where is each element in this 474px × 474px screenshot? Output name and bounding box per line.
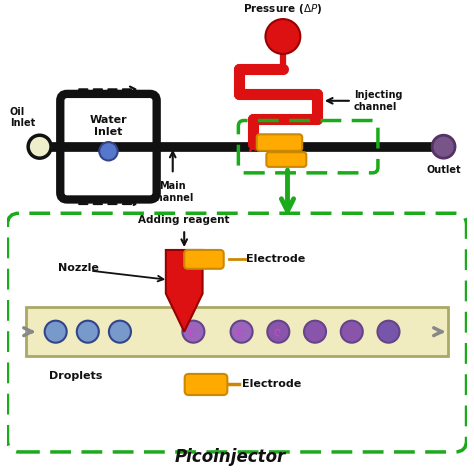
Circle shape	[230, 321, 253, 343]
Text: Electrode: Electrode	[246, 254, 305, 264]
Text: Electrode: Electrode	[242, 380, 301, 390]
Circle shape	[377, 321, 400, 343]
Text: Outlet: Outlet	[426, 165, 461, 175]
FancyBboxPatch shape	[257, 134, 302, 151]
Text: Injecting
channel: Injecting channel	[354, 90, 402, 111]
Text: Oil
Inlet: Oil Inlet	[10, 107, 35, 128]
FancyBboxPatch shape	[60, 94, 157, 200]
Circle shape	[99, 142, 118, 161]
Circle shape	[28, 135, 51, 158]
Circle shape	[45, 321, 67, 343]
Text: Water
Inlet: Water Inlet	[90, 115, 128, 137]
FancyBboxPatch shape	[26, 307, 448, 356]
Text: Picoinjector: Picoinjector	[174, 447, 286, 465]
Polygon shape	[166, 250, 202, 332]
Text: Main
channel: Main channel	[151, 181, 194, 203]
Text: Pressure ($\Delta$$P$): Pressure ($\Delta$$P$)	[243, 2, 322, 16]
Circle shape	[267, 321, 289, 343]
Circle shape	[304, 321, 326, 343]
Circle shape	[182, 321, 204, 343]
Circle shape	[341, 321, 363, 343]
Text: Adding reagent: Adding reagent	[138, 215, 230, 225]
Text: Nozzle: Nozzle	[58, 264, 99, 273]
Text: Droplets: Droplets	[49, 371, 102, 381]
Circle shape	[265, 19, 301, 54]
Circle shape	[109, 321, 131, 343]
Circle shape	[432, 135, 455, 158]
Circle shape	[77, 321, 99, 343]
FancyBboxPatch shape	[266, 152, 306, 167]
FancyBboxPatch shape	[185, 374, 228, 395]
FancyBboxPatch shape	[184, 250, 224, 269]
